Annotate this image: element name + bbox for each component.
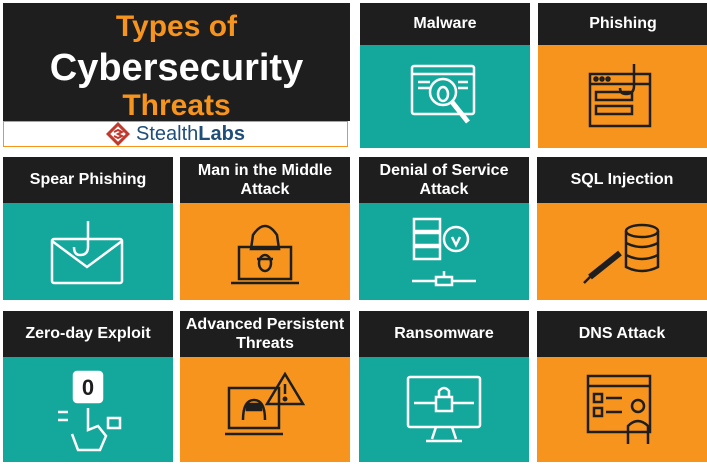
dns-checklist-icon — [586, 374, 652, 444]
card-sql-injection: SQL Injection — [537, 157, 707, 300]
card-ransomware: Ransomware — [359, 311, 529, 462]
brand-name-light: Stealth — [136, 122, 199, 145]
card-title: Zero-day Exploit — [3, 311, 173, 357]
card-man-in-the-middle: Man in the Middle Attack — [180, 157, 350, 300]
card-title: SQL Injection — [537, 157, 707, 203]
card-title: Advanced Persistent Threats — [180, 311, 350, 357]
card-title: DNS Attack — [537, 311, 707, 357]
title-line-1: Types of — [115, 10, 238, 43]
card-phishing: Phishing — [538, 3, 707, 148]
card-dns-attack: DNS Attack — [537, 311, 707, 462]
card-title: Man in the Middle Attack — [180, 157, 350, 203]
stealthlabs-logo-icon — [106, 122, 131, 146]
title-block: Types of Cybersecurity Threats — [3, 3, 350, 121]
brand-name: StealthLabs — [136, 123, 245, 146]
database-syringe-icon — [583, 223, 660, 284]
title-line-3: Threats — [122, 89, 231, 122]
hacker-warning-icon — [225, 371, 306, 435]
hacker-laptop-icon — [231, 224, 299, 284]
hooked-envelope-icon — [50, 220, 124, 284]
server-network-icon — [412, 217, 476, 286]
card-title: Phishing — [538, 3, 707, 45]
title-line-2: Cybersecurity — [49, 47, 304, 89]
card-advanced-persistent-threats: Advanced Persistent Threats — [180, 311, 350, 462]
bug-monitor-icon — [410, 64, 476, 124]
locked-monitor-icon — [406, 375, 482, 442]
card-title: Denial of Service Attack — [359, 157, 529, 203]
svg-text:0: 0 — [82, 375, 94, 400]
phishing-hook-icon — [588, 63, 652, 127]
brand-name-bold: Labs — [198, 122, 245, 145]
card-title: Malware — [360, 3, 530, 45]
card-zero-day-exploit: Zero-day Exploit 0 — [3, 311, 173, 462]
card-title: Ransomware — [359, 311, 529, 357]
brand-bar: StealthLabs — [3, 121, 348, 147]
card-denial-of-service: Denial of Service Attack — [359, 157, 529, 300]
card-spear-phishing: Spear Phishing — [3, 157, 173, 300]
zero-day-hand-icon: 0 — [58, 370, 122, 451]
card-title: Spear Phishing — [3, 157, 173, 203]
card-malware: Malware — [360, 3, 530, 148]
